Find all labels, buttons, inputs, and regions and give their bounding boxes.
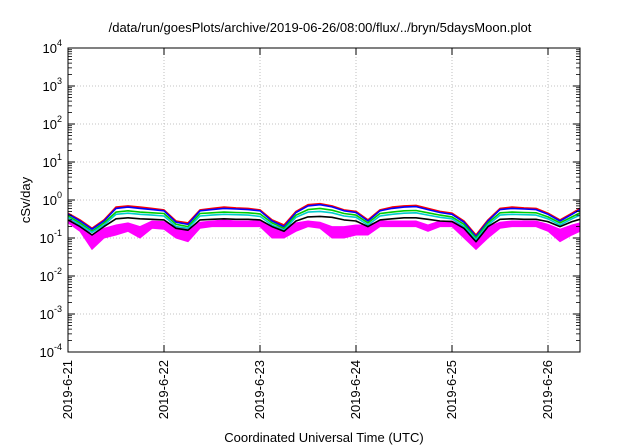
y-tick-base: 10 [40,345,54,360]
series-line [67,203,581,238]
series-layer [67,202,581,243]
y-tick-label: 10-4 [40,342,62,360]
band-layer [67,219,581,251]
y-tick-base: 10 [40,231,54,246]
series-line [67,207,581,239]
y-tick-base: 10 [40,269,54,284]
x-tick-label: 2019-6-26 [540,360,555,419]
y-tick-label: 101 [43,152,62,170]
y-tick-base: 10 [43,79,57,94]
x-tick-label: 2019-6-22 [156,360,171,419]
x-axis-label: Coordinated Universal Time (UTC) [224,430,423,445]
y-tick-base: 10 [43,193,57,208]
series-line [67,215,581,243]
x-tick-label: 2019-6-24 [348,360,363,419]
y-tick-base: 10 [43,117,57,132]
chart-title: /data/run/goesPlots/archive/2019-06-26/0… [108,20,532,35]
grid [68,48,580,352]
y-tick-label: 103 [43,76,62,94]
y-tick-base: 10 [43,155,57,170]
x-tick-label: 2019-6-23 [252,360,267,419]
y-tick-label: 104 [43,38,62,56]
y-tick-exponent: -4 [54,342,62,352]
y-tick-exponent: 1 [57,152,62,162]
y-tick-exponent: -3 [54,304,62,314]
y-tick-exponent: -2 [54,266,62,276]
y-tick-label: 100 [43,190,62,208]
y-tick-exponent: 2 [57,114,62,124]
y-tick-base: 10 [40,307,54,322]
series-line [67,210,581,241]
y-tick-label: 10-1 [40,228,62,246]
y-tick-exponent: 4 [57,38,62,48]
x-tick-labels: 2019-6-21 2019-6-22 2019-6-23 2019-6-24 2019… [60,360,555,419]
y-axis-label: cSv/day [18,176,33,223]
y-tick-exponent: 3 [57,76,62,86]
x-tick-label: 2019-6-25 [444,360,459,419]
y-tick-label: 10-2 [40,266,62,284]
y-tick-base: 10 [43,41,57,56]
y-tick-label: 10-3 [40,304,62,322]
y-tick-exponent: -1 [54,228,62,238]
tick-marks [67,47,580,353]
y-tick-label: 102 [43,114,62,132]
band-area [67,219,581,251]
y-tick-exponent: 0 [57,190,62,200]
series-line [67,202,581,236]
x-tick-label: 2019-6-21 [60,360,75,419]
